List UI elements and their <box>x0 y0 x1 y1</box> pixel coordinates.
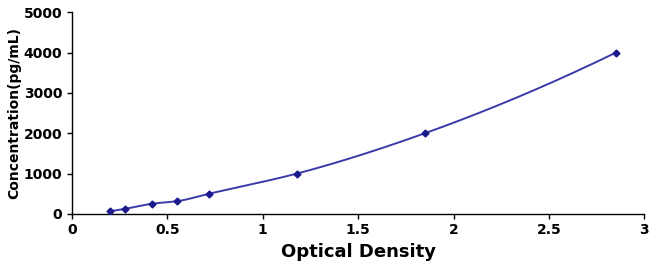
X-axis label: Optical Density: Optical Density <box>281 243 436 261</box>
Y-axis label: Concentration(pg/mL): Concentration(pg/mL) <box>7 27 21 199</box>
